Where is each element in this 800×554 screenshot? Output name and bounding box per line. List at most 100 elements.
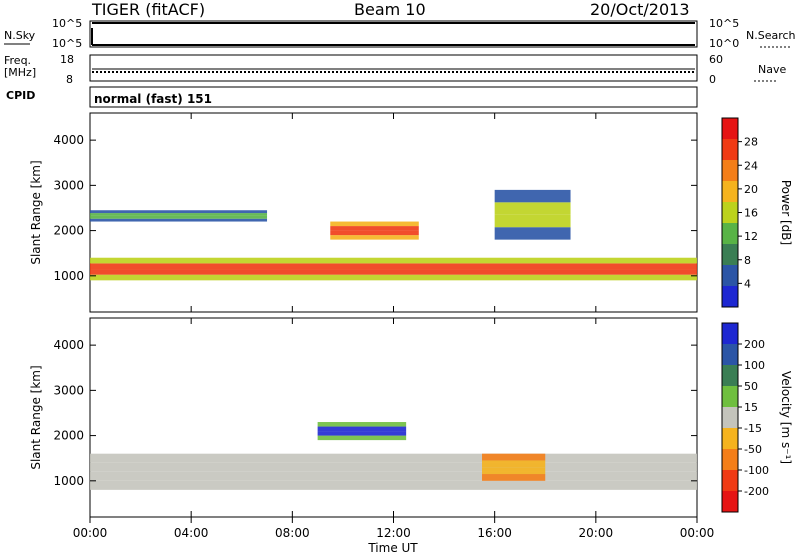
- power-colorbar-cell: [722, 286, 738, 308]
- power-colorbar-cell: [722, 265, 738, 287]
- vel-feature-0-band-3: [90, 453, 697, 463]
- power-feature-0-band-0: [90, 274, 697, 281]
- x-tick-label: 00:00: [680, 526, 715, 540]
- power-ytick-label: 4000: [53, 133, 84, 147]
- power-colorbar-label: 12: [744, 230, 758, 243]
- power-ytick-label: 3000: [53, 178, 84, 192]
- cpid-label: CPID: [6, 89, 35, 102]
- vel-feature-1-band-0: [317, 435, 407, 441]
- cpid-frame: [89, 86, 698, 108]
- vel-ytick-label: 4000: [53, 338, 84, 352]
- vel-feature-0-band-2: [90, 462, 697, 472]
- x-tick-label: 00:00: [73, 526, 108, 540]
- nave-label: Nave: [758, 63, 786, 76]
- vel-feature-1-band-1: [317, 431, 407, 436]
- nsky-panel: N.Sky 10^5 10^5 10^5 10^0 N.Search: [4, 17, 796, 50]
- x-tick-label: 20:00: [579, 526, 614, 540]
- vel-colorbar-cell: [722, 323, 738, 345]
- x-axis: 00:00 04:00 08:00 12:00 16:00 20:00 00:00: [73, 517, 715, 540]
- vel-ylabel: Slant Range [km]: [29, 365, 43, 469]
- vel-colorbar-label: 50: [744, 380, 758, 393]
- power-feature-3-band-1: [494, 214, 571, 228]
- power-colorbar-cell: [722, 181, 738, 203]
- vel-feature-2-band-0: [482, 474, 546, 481]
- nave-ybottom: 0: [709, 73, 716, 86]
- vel-colorbar-title: Velocity [m s⁻¹]: [779, 371, 793, 464]
- nsearch-ybottom: 10^0: [709, 37, 739, 50]
- power-colorbar-cell: [722, 139, 738, 161]
- vel-colorbar-cell: [722, 344, 738, 366]
- power-colorbar-title: Power [dB]: [779, 180, 793, 245]
- cpid-value: normal (fast) 151: [94, 92, 212, 106]
- x-tick-label: 12:00: [376, 526, 411, 540]
- vel-colorbar-cell: [722, 386, 738, 408]
- vel-ytick-label: 1000: [53, 474, 84, 488]
- x-tick-label: 08:00: [275, 526, 310, 540]
- power-ylabel: Slant Range [km]: [29, 160, 43, 264]
- power-ytick-label: 2000: [53, 224, 84, 238]
- power-colorbar-cell: [722, 244, 738, 266]
- vel-feature-1-band-3: [317, 422, 407, 427]
- power-feature-0-band-1: [90, 269, 697, 275]
- power-feature-2-band-1: [330, 230, 419, 236]
- vel-feature-1-band-2: [317, 426, 407, 432]
- power-feature-1-band-2: [90, 213, 268, 216]
- power-colorbar-label: 16: [744, 207, 758, 220]
- vel-colorbar-cell: [722, 449, 738, 471]
- vel-colorbar-label: 100: [744, 359, 765, 372]
- power-feature-2-band-3: [330, 221, 419, 227]
- nsky-ytop: 10^5: [52, 17, 82, 30]
- freq-label-2: [MHz]: [4, 66, 36, 79]
- vel-colorbar-label: -50: [744, 443, 762, 456]
- vel-ytick-label: 2000: [53, 429, 84, 443]
- vel-colorbar-cell: [722, 365, 738, 387]
- nsky-frame: [89, 20, 698, 48]
- power-ytick-label: 1000: [53, 269, 84, 283]
- vel-feature-2-band-3: [482, 453, 546, 461]
- nsky-label: N.Sky: [4, 29, 36, 42]
- x-axis-title: Time UT: [367, 541, 418, 554]
- vel-colorbar-cell: [722, 428, 738, 450]
- power-panel: 1000 2000 3000 4000 Slant Range [km] 4 8 12 16 20…: [29, 112, 793, 313]
- nsearch-ytop: 10^5: [709, 17, 739, 30]
- power-colorbar-label: 4: [744, 277, 751, 290]
- x-tick-label: 16:00: [477, 526, 512, 540]
- beam-title: Beam 10: [354, 0, 426, 19]
- velocity-panel: 1000 2000 3000 4000 Slant Range [km] 200 100 50…: [29, 317, 793, 518]
- vel-colorbar-label: 200: [744, 338, 765, 351]
- power-colorbar-label: 20: [744, 183, 758, 196]
- power-feature-3-band-0: [494, 227, 571, 240]
- power-colorbar-label: 24: [744, 159, 758, 172]
- vel-colorbar-cell: [722, 491, 738, 513]
- power-feature-1-band-1: [90, 215, 268, 219]
- power-colorbar-label: 8: [744, 254, 751, 267]
- nave-ytop: 60: [709, 53, 723, 66]
- power-colorbar-cell: [722, 118, 738, 140]
- power-feature-1-band-0: [90, 218, 268, 222]
- freq-frame: [89, 54, 698, 82]
- freq-label-1: Freq.: [4, 54, 31, 67]
- x-tick-label: 04:00: [174, 526, 209, 540]
- vel-colorbar-label: -100: [744, 464, 769, 477]
- power-colorbar-cell: [722, 202, 738, 224]
- vel-colorbar-frame: [721, 322, 739, 513]
- nsearch-label: N.Search: [746, 29, 796, 42]
- vel-colorbar-cell: [722, 407, 738, 429]
- power-feature-2-band-2: [330, 226, 419, 231]
- power-feature-3-band-2: [494, 202, 571, 215]
- power-feature-0-band-2: [90, 263, 697, 270]
- vel-colorbar-label: 15: [744, 401, 758, 414]
- vel-feature-2-band-2: [482, 460, 546, 468]
- freq-ytop: 18: [60, 53, 74, 66]
- vel-feature-0-band-1: [90, 471, 697, 481]
- vel-feature-2-band-1: [482, 467, 546, 475]
- freq-panel: Freq. [MHz] 18 8 60 0 Nave: [4, 53, 786, 86]
- freq-ybottom: 8: [66, 73, 73, 86]
- power-feature-3-band-3: [494, 189, 571, 203]
- vel-colorbar-label: -200: [744, 485, 769, 498]
- vel-ytick-label: 3000: [53, 383, 84, 397]
- vel-colorbar-cell: [722, 470, 738, 492]
- nsky-ybottom: 10^5: [52, 37, 82, 50]
- power-colorbar-cell: [722, 223, 738, 245]
